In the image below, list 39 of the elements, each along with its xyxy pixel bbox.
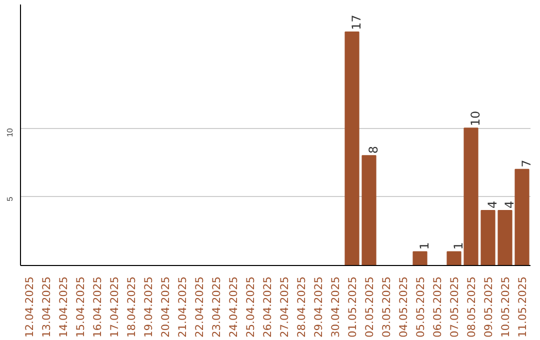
- data-label: 1: [452, 242, 466, 250]
- x-tick-label: 21.04.2025: [176, 276, 189, 338]
- x-tick-label: 02.05.2025: [363, 276, 376, 338]
- x-tick-label: 23.04.2025: [210, 276, 223, 338]
- x-tick-label: 29.04.2025: [312, 276, 325, 338]
- data-label: 17: [350, 14, 364, 30]
- x-tick-label: 24.04.2025: [227, 276, 240, 338]
- x-tick-label: 11.05.2025: [516, 276, 529, 338]
- x-tick-label: 17.04.2025: [108, 276, 121, 338]
- x-tick-label: 05.05.2025: [414, 276, 427, 338]
- x-tick-label: 10.05.2025: [499, 276, 512, 338]
- x-tick-label: 18.04.2025: [125, 276, 138, 338]
- x-tick-label: 15.04.2025: [74, 276, 87, 338]
- x-tick-label: 22.04.2025: [193, 276, 206, 338]
- x-tick-label: 12.04.2025: [23, 276, 36, 338]
- x-tick-label: 27.04.2025: [278, 276, 291, 338]
- x-tick-label: 26.04.2025: [261, 276, 274, 338]
- data-label: 8: [366, 146, 380, 154]
- x-tick-label: 30.04.2025: [329, 276, 342, 338]
- x-tick-label: 28.04.2025: [295, 276, 308, 338]
- data-label: 10: [468, 110, 482, 126]
- x-tick-label: 13.04.2025: [40, 276, 53, 338]
- x-tick-label: 07.05.2025: [448, 276, 461, 338]
- x-tick-label: 08.05.2025: [465, 276, 478, 338]
- x-tick-label: 06.05.2025: [431, 276, 444, 338]
- x-tick-label: 16.04.2025: [91, 276, 104, 338]
- x-tick-label: 01.05.2025: [346, 276, 359, 338]
- x-tick-label: 25.04.2025: [244, 276, 257, 338]
- x-tick-label: 19.04.2025: [142, 276, 155, 338]
- data-label: 1: [418, 242, 432, 250]
- x-tick-label: 09.05.2025: [482, 276, 495, 338]
- x-tick-label: 14.04.2025: [57, 276, 70, 338]
- x-tick-label: 20.04.2025: [159, 276, 172, 338]
- x-tick-label: 04.05.2025: [397, 276, 410, 338]
- y-tick-label: 5: [6, 196, 14, 202]
- data-label: 4: [502, 200, 516, 209]
- data-label: 4: [486, 200, 500, 209]
- x-tick-label: 03.05.2025: [380, 276, 393, 338]
- data-label: 7: [520, 160, 534, 168]
